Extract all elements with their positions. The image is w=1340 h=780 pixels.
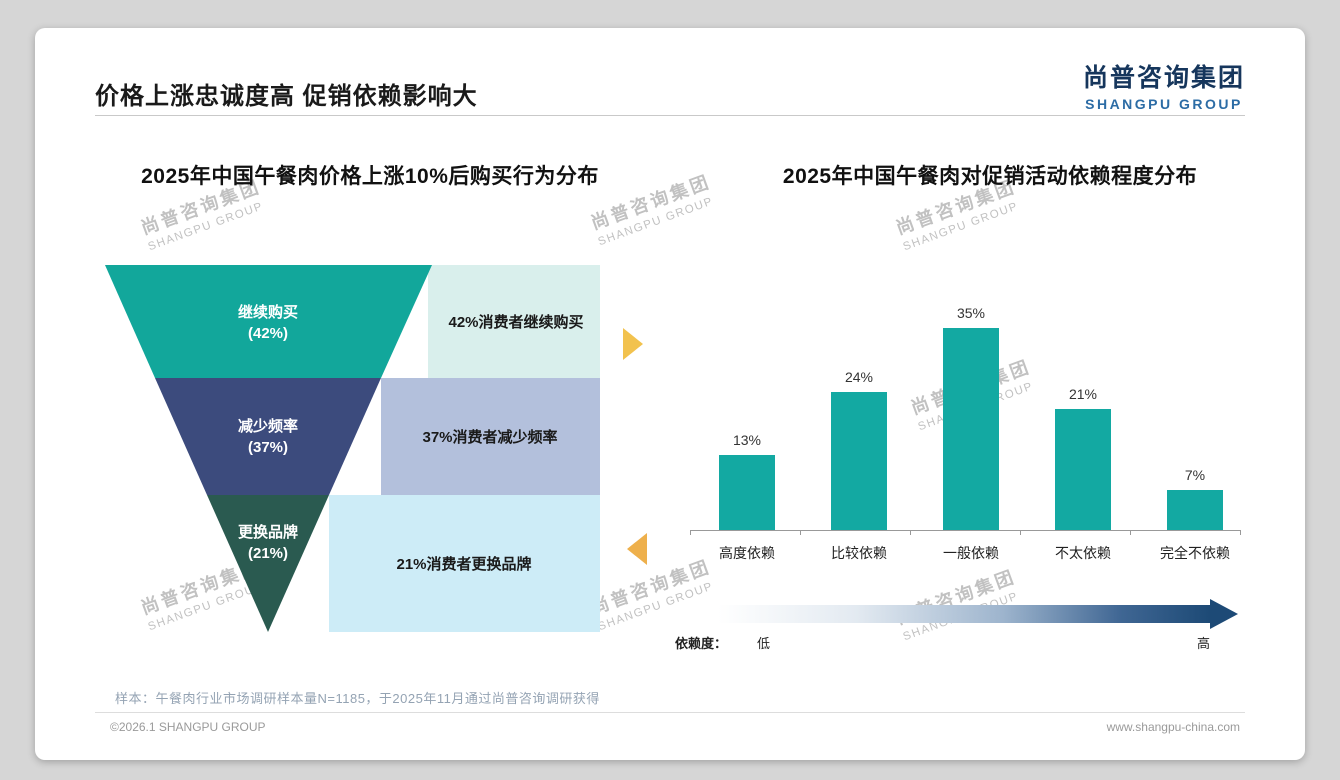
funnel-desc-2: 37%消费者减少频率: [422, 428, 557, 446]
footer-divider: [95, 712, 1245, 713]
funnel-segment-3-value: (21%): [248, 545, 288, 562]
x-axis-label: 比较依赖: [831, 545, 887, 561]
legend-label: 依赖度：: [675, 636, 728, 651]
funnel-chart: 继续购买 (42%) 减少频率 (37%) 更换品牌 (21%) 42%消费者继…: [105, 265, 600, 632]
funnel-segment-2: [155, 378, 381, 495]
legend-high: 高: [1196, 636, 1210, 651]
funnel-segment-2-value: (37%): [248, 439, 288, 456]
page-title: 价格上涨忠诚度高 促销依赖影响大: [95, 83, 478, 110]
funnel-segment-1: [105, 265, 432, 378]
gradient-arrow-head-icon: [1210, 599, 1238, 629]
bar-value-label: 13%: [732, 432, 762, 448]
x-axis-ticks: [690, 531, 1241, 535]
bar-value-label: 7%: [1184, 467, 1206, 483]
bar: [1055, 409, 1111, 530]
legend-low: 低: [757, 636, 771, 651]
x-axis-line: [690, 530, 1241, 531]
x-axis-label: 完全不依赖: [1160, 545, 1230, 561]
x-axis-label: 不太依赖: [1055, 545, 1111, 561]
header-divider: [95, 115, 1245, 116]
x-axis-labels: 高度依赖 比较依赖 一般依赖 不太依赖 完全不依赖: [691, 543, 1251, 563]
footer-url: www.shangpu-china.com: [1106, 720, 1240, 734]
bar-value-label: 35%: [956, 305, 986, 321]
bar-column: 21%: [1027, 260, 1139, 530]
x-axis-label: 高度依赖: [719, 545, 775, 561]
funnel-desc-box-3: [329, 495, 600, 632]
footer-copyright: ©2026.1 SHANGPU GROUP: [110, 720, 266, 734]
bar-value-label: 21%: [1068, 386, 1098, 402]
company-logo: 尚普咨询集团 SHANGPU GROUP: [1083, 58, 1245, 112]
funnel-chart-title: 2025年中国午餐肉价格上涨10%后购买行为分布: [141, 165, 599, 188]
funnel-desc-box-2: [381, 378, 600, 495]
slide-card: 尚普咨询集团 SHANGPU GROUP 尚普咨询集团 SHANGPU GROU…: [35, 28, 1305, 760]
funnel-desc-box-1: [428, 265, 600, 378]
funnel-segment-1-label: 继续购买: [238, 303, 298, 321]
bar-column: 24%: [803, 260, 915, 530]
pointer-left-icon: [627, 533, 647, 565]
pointer-right-icon: [623, 328, 643, 360]
bar-column: 13%: [691, 260, 803, 530]
bar: [943, 328, 999, 530]
gradient-arrow-body: [718, 605, 1210, 623]
watermark: 尚普咨询集团 SHANGPU GROUP: [588, 556, 716, 634]
bar-chart-title: 2025年中国午餐肉对促销活动依赖程度分布: [782, 165, 1198, 188]
funnel-desc-1: 42%消费者继续购买: [448, 313, 583, 331]
watermark-en: SHANGPU GROUP: [146, 200, 266, 254]
bar-chart-plot: 13% 24% 35% 21% 7%: [691, 260, 1251, 530]
bar-value-label: 24%: [844, 369, 874, 385]
funnel-segment-1-value: (42%): [248, 325, 288, 342]
bar: [719, 455, 775, 530]
x-axis-label: 一般依赖: [943, 545, 999, 561]
dependence-gradient-arrow: [718, 599, 1243, 629]
funnel-segment-3: [207, 495, 329, 632]
logo-en-text: SHANGPU GROUP: [1085, 96, 1243, 112]
bar: [831, 392, 887, 530]
bar: [1167, 490, 1223, 530]
logo-cn-text: 尚普咨询集团: [1082, 64, 1245, 92]
funnel-segment-2-label: 减少频率: [238, 417, 298, 435]
sample-note: 样本：午餐肉行业市场调研样本量N=1185，于2025年11月通过尚普咨询调研获…: [115, 691, 600, 706]
dependence-legend: 依赖度： 低 高: [675, 633, 1210, 652]
bar-column: 35%: [915, 260, 1027, 530]
bar-column: 7%: [1139, 260, 1251, 530]
funnel-desc-3: 21%消费者更换品牌: [396, 555, 531, 573]
funnel-segment-3-label: 更换品牌: [238, 523, 298, 541]
